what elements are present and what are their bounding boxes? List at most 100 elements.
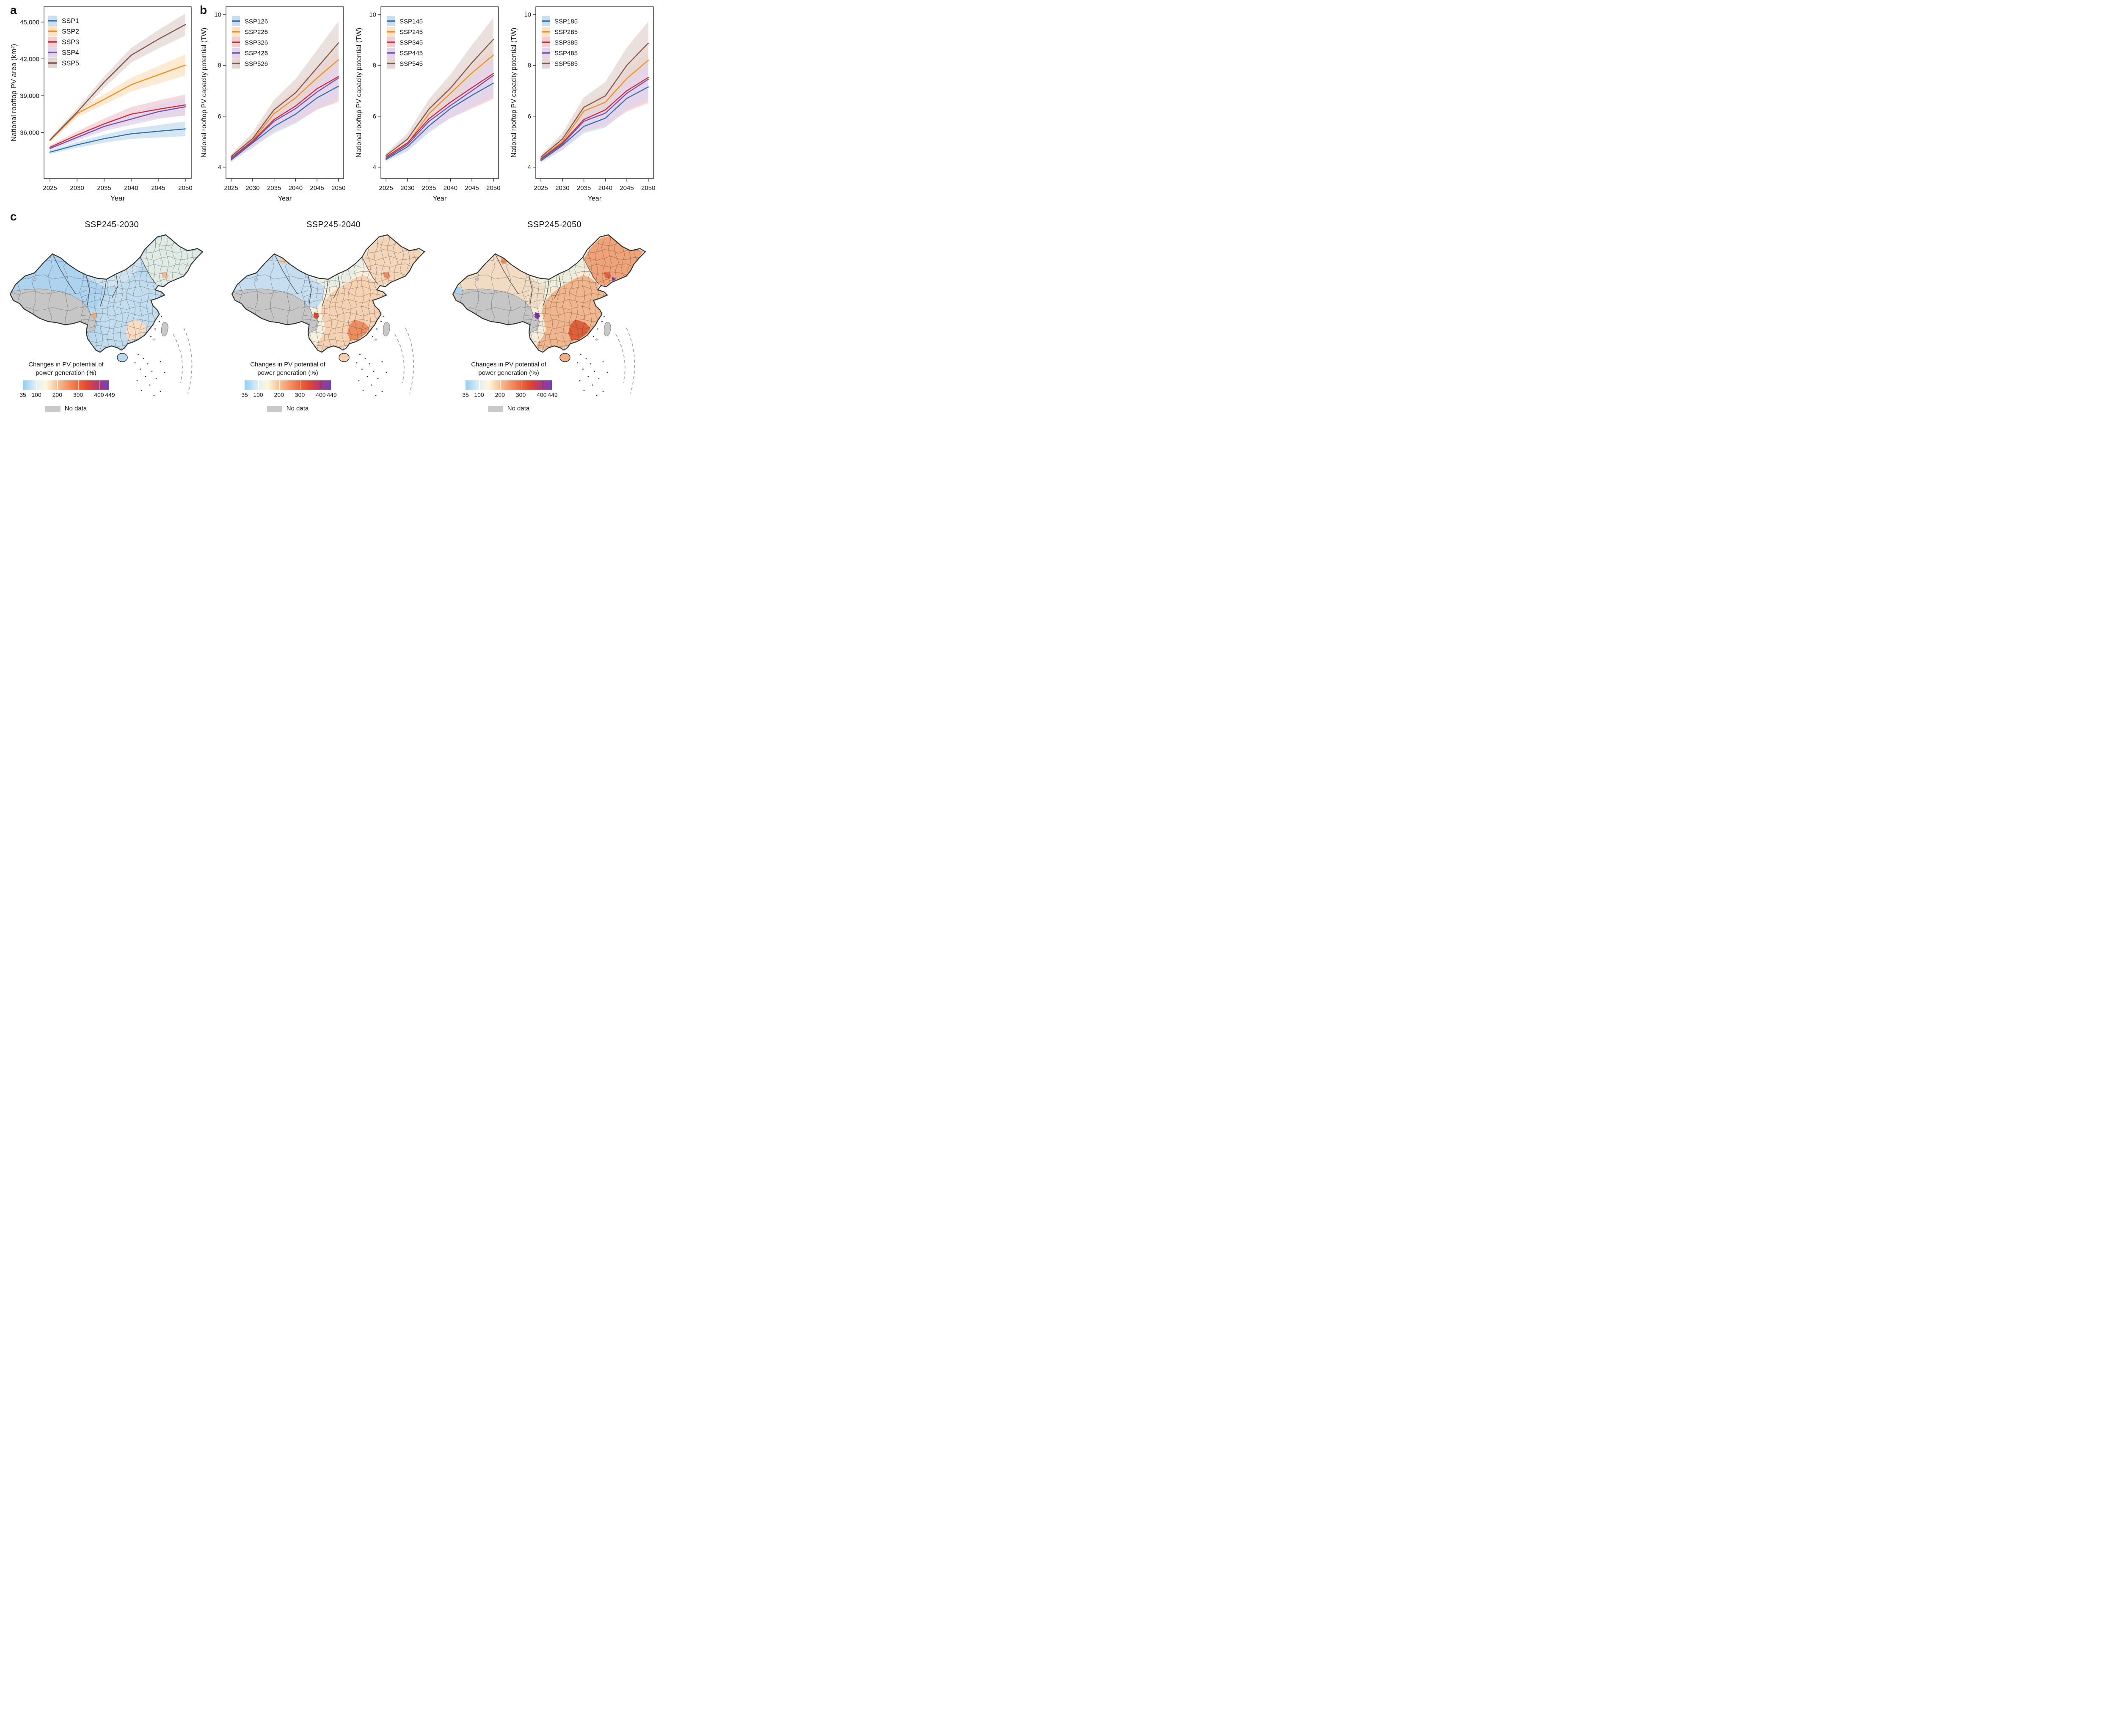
colorbar-tick: 449 <box>548 391 558 398</box>
svg-text:National rooftop PV capacity p: National rooftop PV capacity potential (… <box>355 28 363 158</box>
no-data-swatch <box>267 405 282 412</box>
svg-text:2045: 2045 <box>620 184 634 192</box>
svg-text:National rooftop PV capacity p: National rooftop PV capacity potential (… <box>510 28 518 158</box>
colorbar-tick: 300 <box>515 391 526 398</box>
colorbar-tick: 100 <box>474 391 484 398</box>
svg-text:SSP5: SSP5 <box>62 60 79 67</box>
no-data-label: No data <box>286 405 309 412</box>
colorbar-tick: 449 <box>327 391 337 398</box>
svg-text:2045: 2045 <box>151 184 165 192</box>
colorbar-title: Changes in PV potential of power generat… <box>250 361 325 377</box>
svg-text:10: 10 <box>214 11 221 18</box>
pv-capacity-chart-ssp185: 4 6 8 10 2025 2030 2035 2040 2045 2050 Year Nationa… <box>510 6 656 202</box>
colorbar-tick: 35 <box>462 391 469 398</box>
china-map-2050 <box>449 210 660 433</box>
china-choropleth-m2040 <box>231 234 425 396</box>
svg-text:2030: 2030 <box>70 184 84 192</box>
svg-text:36,000: 36,000 <box>20 129 39 137</box>
svg-text:SSP226: SSP226 <box>245 28 268 36</box>
national-rooftop-pv-area-chart: 36,000 39,000 42,000 45,000 2025 2030 2035 2040… <box>10 6 193 202</box>
colorbar-title: Changes in PV potential of power generat… <box>471 361 546 377</box>
svg-text:2025: 2025 <box>224 184 238 192</box>
pv-capacity-chart-ssp145: 4 6 8 10 2025 2030 2035 2040 2045 2050 Year Nationa… <box>355 6 501 202</box>
colorbar-tick: 400 <box>94 391 104 398</box>
panel-label-b: b <box>200 3 207 17</box>
svg-text:SSP545: SSP545 <box>400 60 423 67</box>
colorbar-gradient-bar <box>466 380 552 390</box>
colorbar-tick: 200 <box>52 391 62 398</box>
colorbar-tick-labels: 35 100 200 300 400 449 <box>462 391 558 399</box>
svg-text:Year: Year <box>433 195 447 202</box>
china-choropleth-m2050 <box>452 234 646 396</box>
svg-text:SSP345: SSP345 <box>400 39 423 46</box>
svg-text:2050: 2050 <box>486 184 500 192</box>
svg-text:SSP285: SSP285 <box>554 28 578 36</box>
svg-text:2045: 2045 <box>310 184 324 192</box>
colorbar-tick: 100 <box>31 391 41 398</box>
colorbar-gradient-bar <box>23 380 109 390</box>
colorbar-tick: 100 <box>253 391 263 398</box>
svg-text:45,000: 45,000 <box>20 19 39 26</box>
colorbar-tick: 449 <box>105 391 115 398</box>
svg-text:6: 6 <box>218 113 221 120</box>
colorbar-gradient-bar <box>245 380 331 390</box>
svg-text:National rooftop PV area (km²): National rooftop PV area (km²) <box>10 44 18 142</box>
svg-text:6: 6 <box>528 113 531 120</box>
no-data-legend: No data <box>464 405 554 412</box>
svg-text:SSP445: SSP445 <box>400 50 423 57</box>
svg-text:2040: 2040 <box>124 184 138 192</box>
colorbar-tick: 300 <box>73 391 83 398</box>
colorbar-tick: 35 <box>241 391 248 398</box>
svg-text:2030: 2030 <box>400 184 414 192</box>
svg-text:SSP2: SSP2 <box>62 28 79 36</box>
svg-text:SSP585: SSP585 <box>554 60 578 67</box>
svg-text:2025: 2025 <box>379 184 393 192</box>
svg-text:4: 4 <box>373 164 376 171</box>
colorbar-title: Changes in PV potential of power generat… <box>28 361 104 377</box>
svg-text:SSP385: SSP385 <box>554 39 578 46</box>
svg-text:SSP326: SSP326 <box>245 39 268 46</box>
colorbar-tick: 400 <box>316 391 326 398</box>
svg-text:10: 10 <box>524 11 531 18</box>
no-data-label: No data <box>507 405 530 412</box>
colorbar-tick: 200 <box>274 391 284 398</box>
chart-pv-capacity-ssp126: 4 6 8 10 2025 2030 2035 2040 2045 2050 Year Nationa… <box>199 2 348 208</box>
svg-text:10: 10 <box>369 11 376 18</box>
svg-text:2035: 2035 <box>97 184 111 192</box>
colorbar-tick: 400 <box>537 391 547 398</box>
svg-text:2050: 2050 <box>641 184 655 192</box>
svg-text:SSP185: SSP185 <box>554 18 578 25</box>
no-data-label: No data <box>64 405 87 412</box>
map-title-2030: SSP245-2030 <box>85 220 139 229</box>
svg-text:2040: 2040 <box>598 184 612 192</box>
map-title-2040: SSP245-2040 <box>306 220 361 229</box>
svg-text:SSP526: SSP526 <box>245 60 268 67</box>
chart-pv-area: 36,000 39,000 42,000 45,000 2025 2030 2035 2040… <box>7 2 196 208</box>
pv-capacity-chart-ssp126: 4 6 8 10 2025 2030 2035 2040 2045 2050 Year Nationa… <box>201 6 346 202</box>
panel-label-c: c <box>10 210 17 223</box>
no-data-legend: No data <box>243 405 333 412</box>
china-choropleth-m2030 <box>9 234 204 396</box>
svg-text:2035: 2035 <box>577 184 591 192</box>
colorbar-tick: 35 <box>19 391 26 398</box>
map-panel-ssp245-2040: SSP245-2040 Changes in PV potential of p… <box>228 210 439 433</box>
colorbar-tick-labels: 35 100 200 300 400 449 <box>241 391 337 399</box>
svg-text:8: 8 <box>218 62 221 69</box>
chart-pv-capacity-ssp185: 4 6 8 10 2025 2030 2035 2040 2045 2050 Year Nationa… <box>509 2 658 208</box>
svg-text:2040: 2040 <box>289 184 303 192</box>
svg-text:8: 8 <box>528 62 531 69</box>
colorbar-tick: 200 <box>495 391 505 398</box>
colorbar-legend-2040: Changes in PV potential of power generat… <box>241 360 337 412</box>
svg-text:SSP4: SSP4 <box>62 50 79 57</box>
svg-text:2050: 2050 <box>331 184 345 192</box>
svg-text:SSP485: SSP485 <box>554 50 578 57</box>
svg-text:SSP126: SSP126 <box>245 18 268 25</box>
svg-text:2050: 2050 <box>178 184 192 192</box>
china-map-2040 <box>228 210 439 433</box>
svg-text:SSP245: SSP245 <box>400 28 423 36</box>
svg-text:4: 4 <box>218 164 221 171</box>
no-data-legend: No data <box>21 405 111 412</box>
svg-text:SSP426: SSP426 <box>245 50 268 57</box>
map-title-2050: SSP245-2050 <box>527 220 581 229</box>
svg-text:2030: 2030 <box>555 184 569 192</box>
